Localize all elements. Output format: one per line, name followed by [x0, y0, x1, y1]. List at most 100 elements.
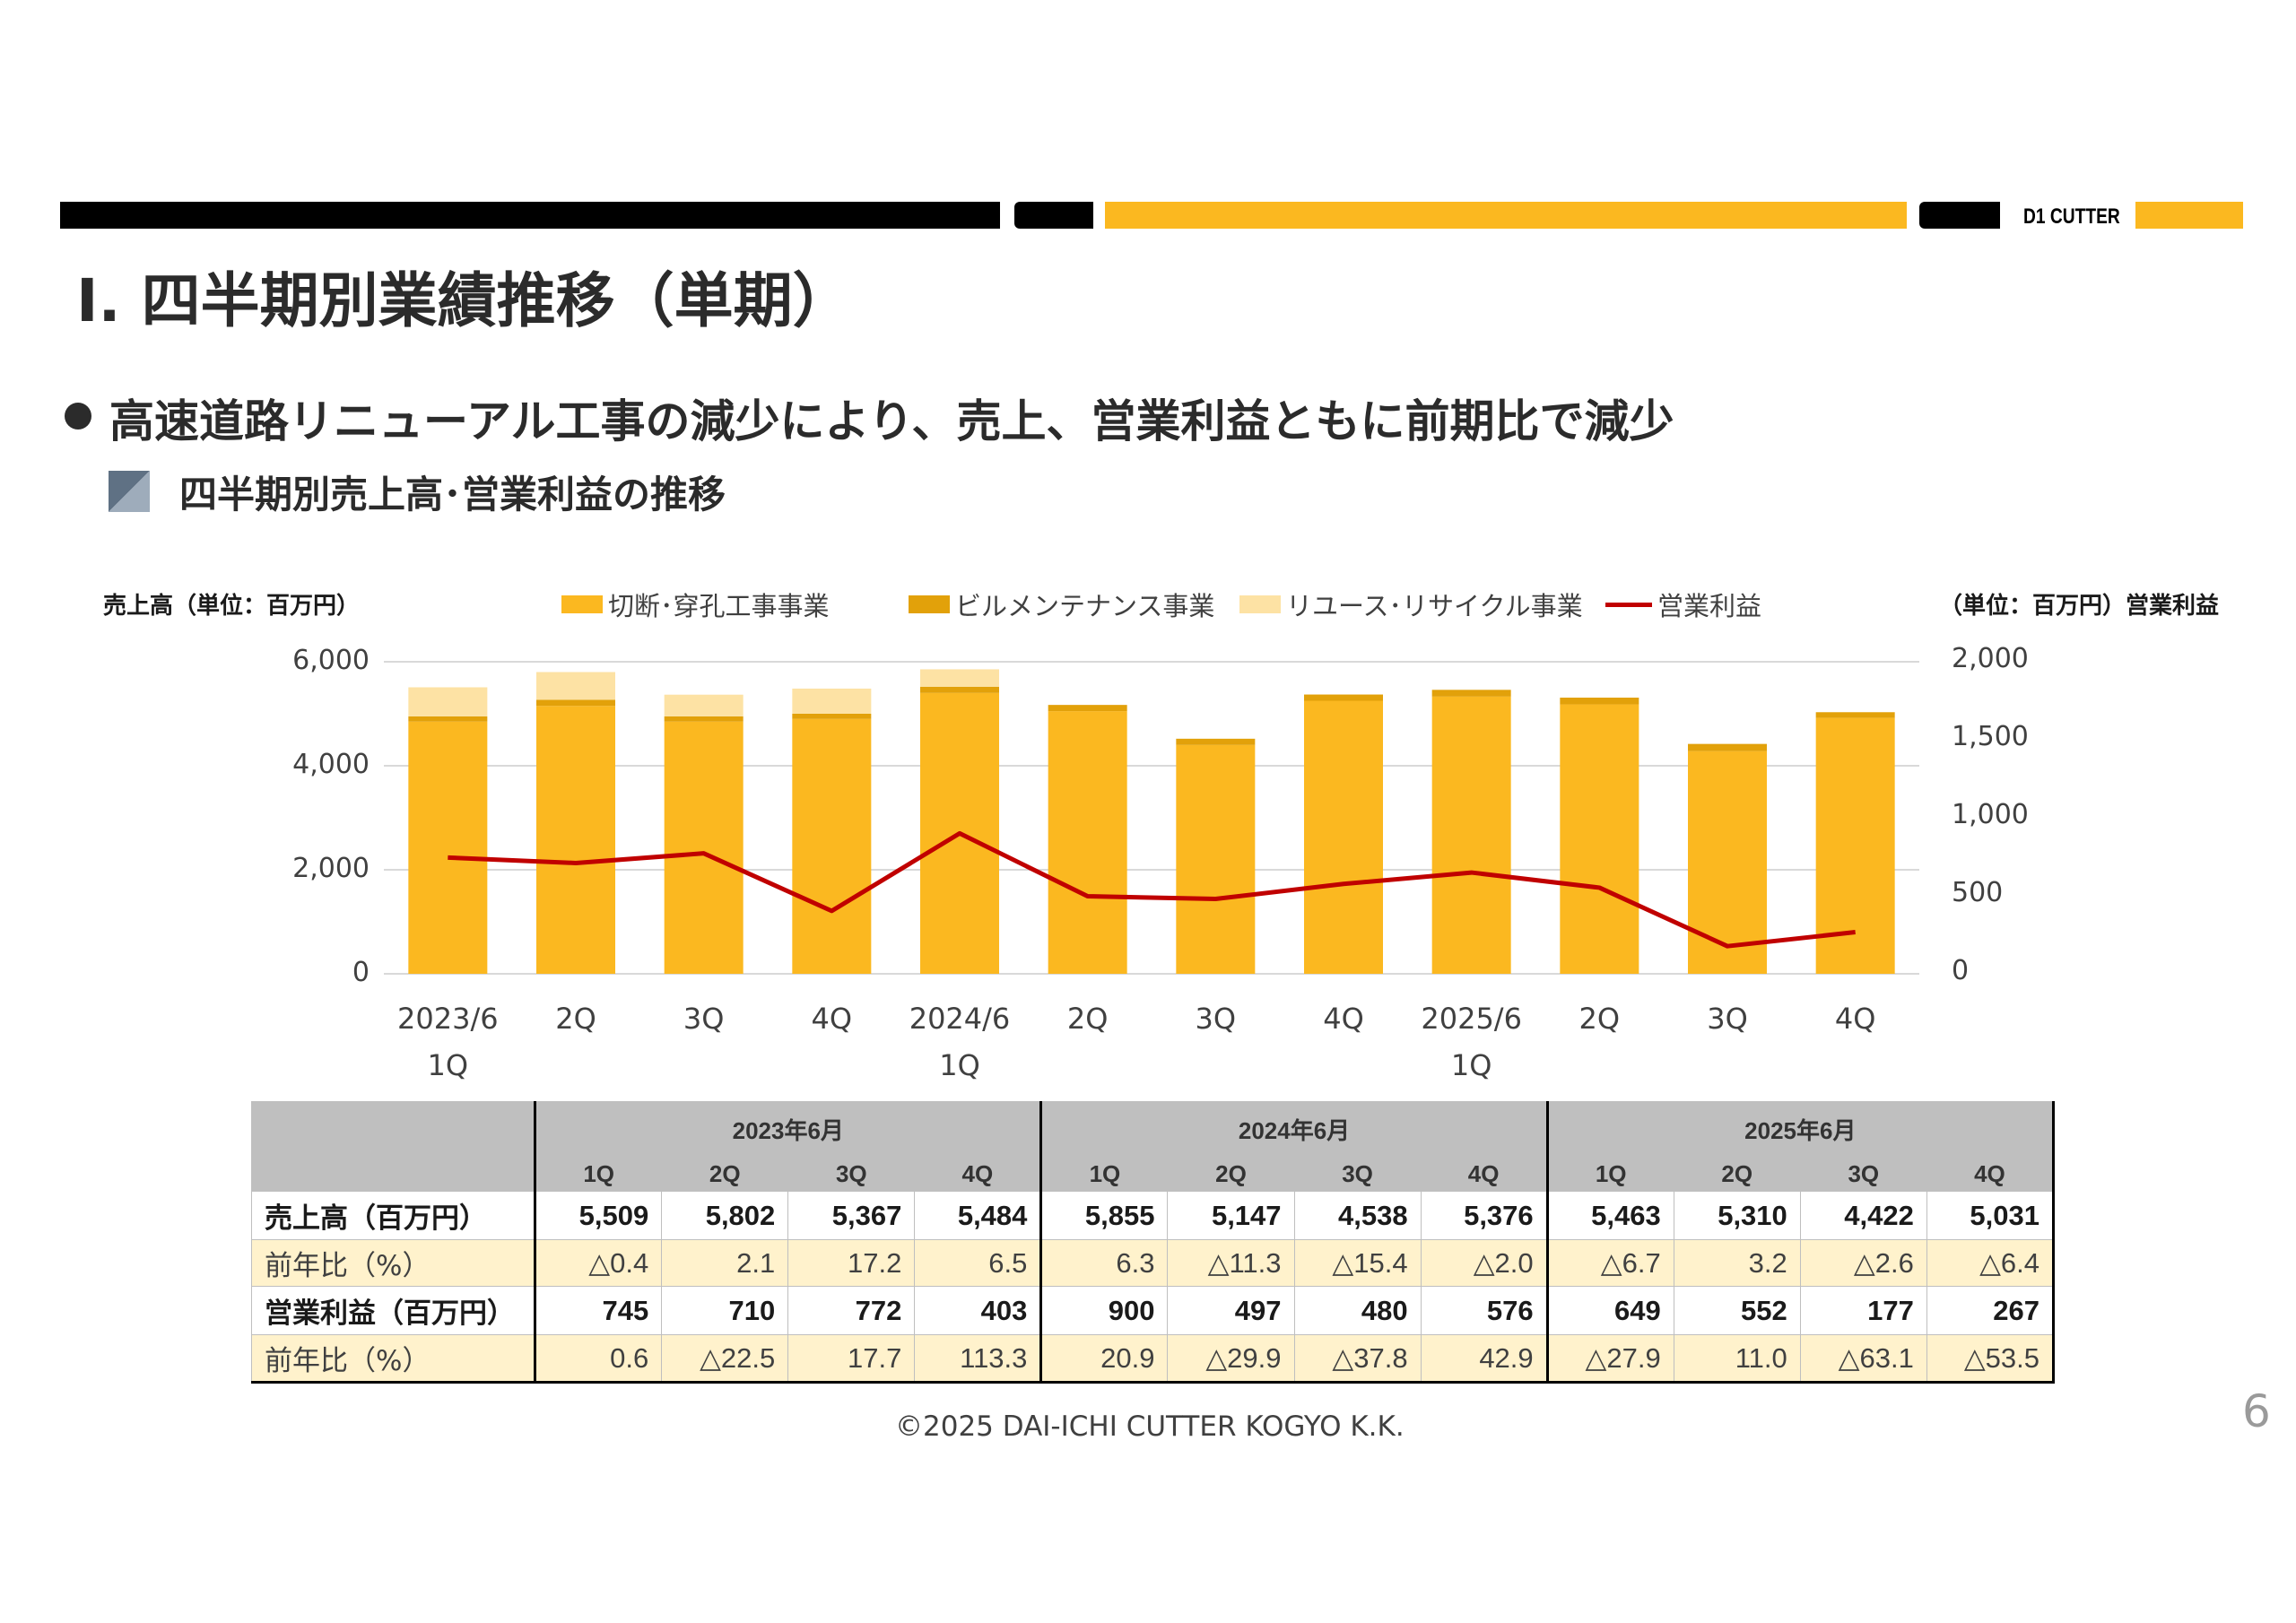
table-cell: 5,147 [1167, 1191, 1295, 1240]
bar-cutting-6 [1048, 711, 1127, 974]
table-cell: △63.1 [1799, 1334, 1927, 1384]
quarter-header: 3Q [787, 1156, 916, 1192]
table-row-yoy: 前年比（%） △0.4 2.1 17.2 6.5 6.3 △11.3 △15.4 △2.0 △6.… [250, 1239, 2056, 1287]
legend-label-reuse: リユース･リサイクル事業 [1286, 591, 1583, 621]
table-cell: 0.6 [534, 1334, 663, 1384]
header-bar-yellow-end [2135, 202, 2243, 229]
bar-maintenance-6 [1048, 705, 1127, 712]
right-tick-label: 1,500 [1952, 721, 2029, 752]
legend-label-cutting: 切断･穿孔工事事業 [608, 591, 830, 621]
table-cell: 5,484 [914, 1191, 1042, 1240]
x-tick-label: 1Q [939, 1048, 980, 1082]
table-cell: 42.9 [1420, 1334, 1548, 1384]
headline-bullet: 高速道路リニューアル工事の減少により、売上、営業利益ともに前期比で減少 [109, 395, 1674, 447]
table-cell: 403 [914, 1286, 1042, 1335]
table-cell: △2.0 [1420, 1239, 1548, 1287]
company-logo: D1 CUTTER [2023, 204, 2120, 229]
table-cell: 5,509 [534, 1191, 663, 1240]
row-label: 前年比（%） [250, 1334, 536, 1384]
bar-maintenance-8 [1304, 694, 1383, 701]
bar-maintenance-12 [1815, 712, 1895, 718]
bar-maintenance-11 [1688, 743, 1767, 751]
x-tick-label: 3Q [1195, 1002, 1237, 1036]
bar-reuse-4 [792, 688, 872, 714]
table-cell: 4,422 [1799, 1191, 1927, 1240]
bar-maintenance-1 [408, 716, 488, 722]
table-cell: △0.4 [534, 1239, 663, 1287]
bar-reuse-5 [920, 669, 999, 687]
table-cell: △15.4 [1293, 1239, 1422, 1287]
operating-profit-line [448, 830, 1856, 949]
table-cell: △22.5 [661, 1334, 789, 1384]
table-cell: △53.5 [1926, 1334, 2056, 1384]
table-cell: 5,031 [1926, 1191, 2056, 1240]
row-label: 売上高（百万円） [250, 1191, 536, 1240]
copyright: ©2025 DAI-ICHI CUTTER KOGYO K.K. [895, 1410, 1405, 1443]
bar-reuse-3 [664, 694, 744, 716]
x-tick-label: 2Q [1066, 1002, 1109, 1036]
x-tick-label: 2023/6 [397, 1002, 499, 1036]
bullet-dot [65, 403, 91, 430]
table-cell: 649 [1545, 1286, 1674, 1335]
left-tick-label: 6,000 [292, 645, 370, 676]
table-corner-cell [250, 1156, 536, 1192]
legend-swatch-cutting [561, 595, 603, 613]
left-tick-label: 2,000 [292, 853, 370, 884]
table-header-periods: 2023年6月 2024年6月 2025年6月 [250, 1101, 2056, 1157]
x-tick-label: 1Q [1450, 1048, 1492, 1082]
header-bar-black-2 [1014, 202, 1093, 229]
subheading-square-icon [109, 471, 150, 512]
table-row-sales: 売上高（百万円） 5,509 5,802 5,367 5,484 5,855 5,147 4,… [250, 1191, 2056, 1240]
right-tick-label: 500 [1952, 877, 2004, 908]
x-tick-label: 4Q [1323, 1002, 1364, 1036]
right-tick-label: 2,000 [1952, 643, 2029, 674]
bar-cutting-4 [792, 718, 872, 974]
x-tick-label: 2Q [1578, 1002, 1621, 1036]
bar-cutting-2 [536, 706, 615, 974]
table-cell: 20.9 [1039, 1334, 1169, 1384]
bar-maintenance-3 [664, 716, 744, 722]
bar-cutting-3 [664, 721, 744, 974]
left-tick-label: 4,000 [292, 749, 370, 780]
table-cell: 267 [1926, 1286, 2056, 1335]
x-tick-label: 2025/6 [1421, 1002, 1522, 1036]
bar-cutting-8 [1304, 700, 1383, 974]
table-cell: 5,855 [1039, 1191, 1169, 1240]
table-cell: 177 [1799, 1286, 1927, 1335]
table-cell: 480 [1293, 1286, 1422, 1335]
quarter-header: 2Q [661, 1156, 789, 1192]
row-label: 営業利益（百万円） [250, 1286, 536, 1335]
bar-cutting-1 [408, 721, 488, 974]
header-bar-yellow [1105, 202, 1907, 229]
quarter-header: 4Q [914, 1156, 1042, 1192]
x-tick-label: 2024/6 [909, 1002, 1011, 1036]
right-tick-label: 0 [1952, 955, 1970, 986]
row-label: 前年比（%） [250, 1239, 536, 1287]
legend-swatch-maintenance [909, 595, 950, 613]
bar-cutting-9 [1431, 696, 1511, 974]
legend-swatch-reuse [1239, 595, 1281, 613]
table-cell: 900 [1039, 1286, 1169, 1335]
page-title: Ⅰ. 四半期別業績推移（単期） [76, 266, 852, 335]
right-tick-label: 1,000 [1952, 799, 2029, 830]
legend-label-maintenance: ビルメンテナンス事業 [955, 591, 1215, 621]
table-row-op: 営業利益（百万円） 745 710 772 403 900 497 480 576 649 552 1… [250, 1286, 2056, 1335]
table-cell: 2.1 [661, 1239, 789, 1287]
legend-reuse: リユース･リサイクル事業 [1239, 586, 1583, 623]
table-cell: 5,802 [661, 1191, 789, 1240]
table-cell: 5,310 [1673, 1191, 1801, 1240]
table-corner-cell [250, 1101, 536, 1157]
bar-maintenance-5 [920, 686, 999, 693]
bar-reuse-1 [408, 687, 488, 716]
right-axis-title: （単位：百万円）営業利益 [1939, 593, 2220, 620]
bar-reuse-2 [536, 672, 615, 700]
quarter-header: 1Q [1039, 1156, 1169, 1192]
x-tick-label: 1Q [427, 1048, 469, 1082]
quarter-header: 4Q [1420, 1156, 1548, 1192]
quarter-header: 1Q [534, 1156, 663, 1192]
table-cell: 6.3 [1039, 1239, 1169, 1287]
x-tick-label: 3Q [683, 1002, 725, 1036]
table-cell: △6.4 [1926, 1239, 2056, 1287]
table-cell: 710 [661, 1286, 789, 1335]
quarterly-chart [384, 661, 1919, 975]
